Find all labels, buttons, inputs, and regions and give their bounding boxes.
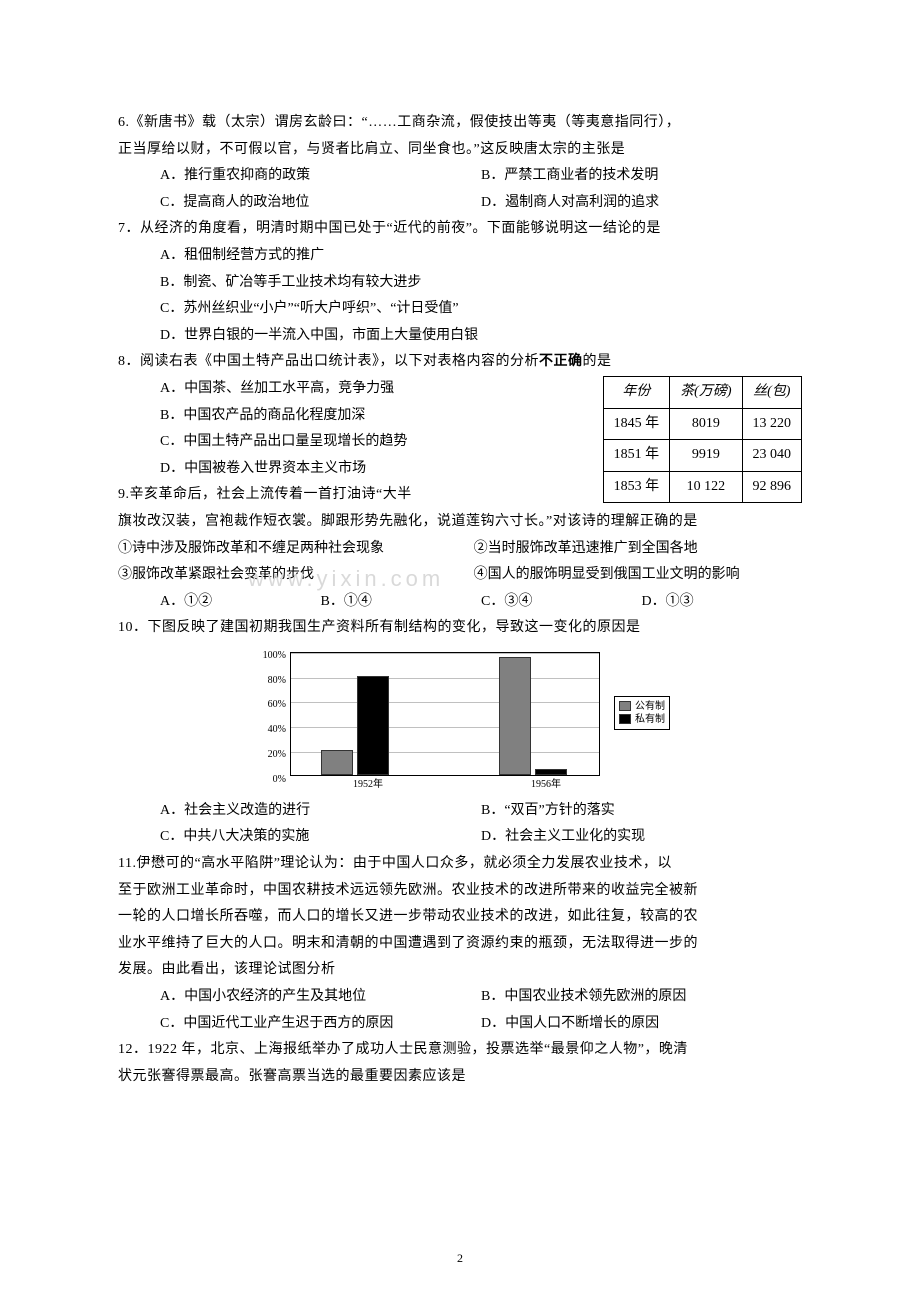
- q11-stem-l2: 至于欧洲工业革命时，中国农耕技术远远领先欧洲。农业技术的改进所带来的收益完全被新: [118, 878, 802, 905]
- q8-stem: 8．阅读右表《中国土特产品出口统计表》，以下对表格内容的分析不正确的是: [118, 349, 802, 376]
- chart-plot-area: [290, 652, 600, 776]
- q9-c2: ②当时服饰改革迅速推广到全国各地: [474, 536, 802, 563]
- q12-stem-l2: 状元张謇得票最高。张謇高票当选的最重要因素应该是: [118, 1064, 802, 1091]
- export-table-inner: 年份 茶(万磅) 丝(包) 1845 年 8019 13 220 1851 年 …: [603, 376, 802, 503]
- export-table: 年份 茶(万磅) 丝(包) 1845 年 8019 13 220 1851 年 …: [603, 376, 802, 503]
- q7-opt-a: A．租佃制经营方式的推广: [118, 243, 802, 270]
- q6-options: A．推行重农抑商的政策 B．严禁工商业者的技术发明 C．提高商人的政治地位 D．…: [118, 163, 802, 216]
- q6-opt-d: D．遏制商人对高利润的追求: [481, 190, 802, 217]
- q9-opt-d: D．①③: [642, 589, 803, 616]
- chart-bar: [357, 676, 389, 775]
- q10-stem: 10．下图反映了建国初期我国生产资料所有制结构的变化，导致这一变化的原因是: [118, 615, 802, 642]
- table-cell: 1845 年: [603, 408, 670, 440]
- q10-opt-a: A．社会主义改造的进行: [160, 798, 481, 825]
- x-tick: 1956年: [516, 775, 576, 794]
- q10-options: A．社会主义改造的进行 B．“双百”方针的落实 C．中共八大决策的实施 D．社会…: [118, 798, 802, 851]
- q7-opt-d: D．世界白银的一半流入中国，市面上大量使用白银: [118, 323, 802, 350]
- page: 6.《新唐书》载（太宗）谓房玄龄曰：“……工商杂流，假使技出等夷（等夷意指同行）…: [0, 0, 920, 1302]
- q9-conditions-row1: ①诗中涉及服饰改革和不缠足两种社会现象 ②当时服饰改革迅速推广到全国各地: [118, 536, 802, 563]
- q11-stem-l5: 发展。由此看出，该理论试图分析: [118, 957, 802, 984]
- table-cell: 1851 年: [603, 440, 670, 472]
- chart-legend: 公有制私有制: [614, 696, 670, 730]
- x-tick: 1952年: [338, 775, 398, 794]
- chart-bar: [499, 657, 531, 775]
- q9-options: A．①② B．①④ C．③④ D．①③: [118, 589, 802, 616]
- q11-opt-c: C．中国近代工业产生迟于西方的原因: [160, 1011, 481, 1038]
- q9-c3: ③服饰改革紧跟社会变革的步伐: [118, 562, 474, 589]
- y-tick: 0%: [260, 770, 286, 789]
- q6-stem-line2: 正当厚给以财，不可假以官，与贤者比肩立、同坐食也。”这反映唐太宗的主张是: [118, 137, 802, 164]
- q11-opt-d: D．中国人口不断增长的原因: [481, 1011, 802, 1038]
- table-cell: 13 220: [742, 408, 802, 440]
- th-tea: 茶(万磅): [670, 376, 742, 408]
- q7-opt-b: B．制瓷、矿冶等手工业技术均有较大进步: [118, 270, 802, 297]
- th-silk: 丝(包): [742, 376, 802, 408]
- table-cell: 23 040: [742, 440, 802, 472]
- q11-stem-l3: 一轮的人口增长所吞噬，而人口的增长又进一步带动农业技术的改进，如此往复，较高的农: [118, 904, 802, 931]
- q9-conditions-row2: ③服饰改革紧跟社会变革的步伐 ④国人的服饰明显受到俄国工业文明的影响 www.y…: [118, 562, 802, 589]
- q8-stem-suffix: 的是: [583, 354, 612, 369]
- y-tick: 40%: [260, 720, 286, 739]
- legend-label: 公有制: [635, 700, 665, 713]
- th-year: 年份: [603, 376, 670, 408]
- q6-opt-b: B．严禁工商业者的技术发明: [481, 163, 802, 190]
- q9-c1: ①诗中涉及服饰改革和不缠足两种社会现象: [118, 536, 474, 563]
- q9-opt-c: C．③④: [481, 589, 642, 616]
- q9-c4: ④国人的服饰明显受到俄国工业文明的影响: [474, 562, 802, 589]
- q12-stem-l1: 12．1922 年，北京、上海报纸举办了成功人士民意测验，投票选举“最景仰之人物…: [118, 1037, 802, 1064]
- table-cell: 10 122: [670, 471, 742, 503]
- q6-stem-line1: 6.《新唐书》载（太宗）谓房玄龄曰：“……工商杂流，假使技出等夷（等夷意指同行）…: [118, 110, 802, 137]
- q10-opt-d: D．社会主义工业化的实现: [481, 824, 802, 851]
- y-tick: 60%: [260, 695, 286, 714]
- y-tick: 100%: [260, 646, 286, 665]
- q8-stem-bold: 不正确: [539, 354, 583, 369]
- q8-stem-prefix: 8．阅读右表《中国土特产品出口统计表》，以下对表格内容的分析: [118, 354, 539, 369]
- q10-opt-c: C．中共八大决策的实施: [160, 824, 481, 851]
- page-number: 2: [0, 1247, 920, 1270]
- q11-opt-b: B．中国农业技术领先欧洲的原因: [481, 984, 802, 1011]
- table-cell: 9919: [670, 440, 742, 472]
- q9-opt-b: B．①④: [321, 589, 482, 616]
- q11-opt-a: A．中国小农经济的产生及其地位: [160, 984, 481, 1011]
- y-tick: 20%: [260, 745, 286, 764]
- q6-opt-c: C．提高商人的政治地位: [160, 190, 481, 217]
- y-tick: 80%: [260, 671, 286, 690]
- table-cell: 8019: [670, 408, 742, 440]
- chart-bar: [321, 750, 353, 775]
- legend-label: 私有制: [635, 713, 665, 726]
- table-cell: 1853 年: [603, 471, 670, 503]
- table-cell: 92 896: [742, 471, 802, 503]
- q9-opt-a: A．①②: [160, 589, 321, 616]
- q6-opt-a: A．推行重农抑商的政策: [160, 163, 481, 190]
- q11-stem-l4: 业水平维持了巨大的人口。明末和清朝的中国遭遇到了资源约束的瓶颈，无法取得进一步的: [118, 931, 802, 958]
- q7-stem: 7．从经济的角度看，明清时期中国已处于“近代的前夜”。下面能够说明这一结论的是: [118, 216, 802, 243]
- ownership-chart: 0% 20% 40% 60% 80% 100% 1952年 1956年 公有制私有制: [250, 646, 670, 796]
- q10-opt-b: B．“双百”方针的落实: [481, 798, 802, 825]
- q7-opt-c: C．苏州丝织业“小户”“听大户呼织”、“计日受值”: [118, 296, 802, 323]
- q11-stem-l1: 11.伊懋可的“高水平陷阱”理论认为：由于中国人口众多，就必须全力发展农业技术，…: [118, 851, 802, 878]
- q11-options: A．中国小农经济的产生及其地位 B．中国农业技术领先欧洲的原因 C．中国近代工业…: [118, 984, 802, 1037]
- q9-stem-line2: 旗妆改汉装，宫袍裁作短衣裳。脚跟形势先融化，说道莲钩六寸长。”对该诗的理解正确的…: [118, 509, 802, 536]
